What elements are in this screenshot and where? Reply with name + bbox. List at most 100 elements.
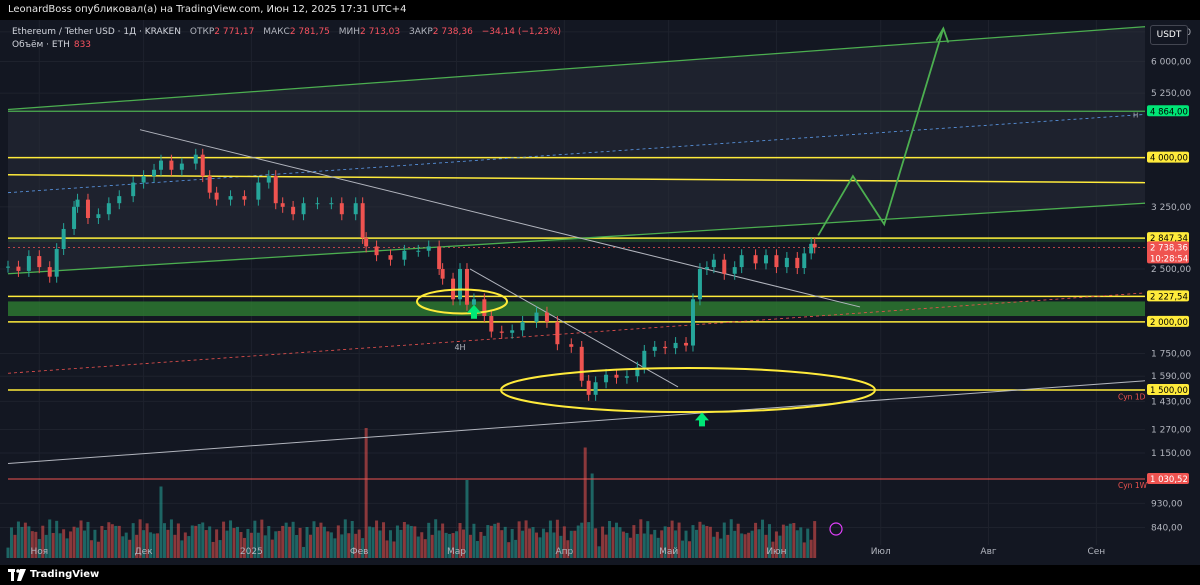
volume-bar [86, 521, 90, 558]
volume-bar [521, 530, 525, 558]
volume-bar [458, 523, 462, 558]
candle-body [544, 312, 549, 322]
candle-body [47, 267, 52, 277]
volume-bar [451, 533, 455, 558]
x-tick-label: Июл [871, 547, 891, 557]
volume-bar [601, 526, 605, 558]
volume-bar [774, 531, 778, 558]
dashed-support-line [7, 292, 1146, 374]
legend-volume-row: Объём · ETH 833 [12, 39, 561, 52]
footer-brand: TradingView [30, 569, 100, 580]
price-label-box [1147, 105, 1189, 117]
volume-bar [114, 525, 118, 558]
volume-bar [72, 526, 76, 558]
volume-bar [726, 534, 730, 558]
chart-frame[interactable]: 6 800,006 000,005 250,003 250,002 500,00… [0, 20, 1200, 565]
volume-bar [406, 524, 410, 558]
volume-bar [635, 533, 639, 558]
up-arrow-icon [467, 304, 481, 319]
volume-bar [444, 532, 448, 558]
candle-body [388, 255, 393, 260]
volume-bar [51, 532, 55, 558]
volume-bar [562, 526, 566, 558]
price-label-box [1147, 472, 1189, 484]
volume-bar [149, 532, 153, 558]
candle-body [242, 196, 247, 200]
currency-button[interactable]: USDT [1150, 25, 1188, 45]
legend-volume-value: 833 [73, 40, 92, 50]
volume-bar [62, 529, 66, 558]
y-tick-label: 930,00 [1151, 499, 1183, 509]
volume-bar [608, 520, 612, 558]
volume-bar [20, 526, 24, 558]
volume-bar [552, 532, 556, 558]
volume-bar [79, 520, 83, 558]
volume-bar [743, 534, 747, 558]
volume-bar [493, 523, 497, 558]
candle-body [499, 331, 504, 333]
volume-bar [30, 531, 34, 558]
candle-body [141, 176, 146, 183]
volume-bar [364, 428, 368, 558]
volume-bar [187, 536, 191, 558]
candle-body [301, 203, 306, 215]
candle-body [315, 203, 320, 205]
volume-bar [357, 529, 361, 558]
volume-bar [197, 524, 201, 558]
volume-bar [329, 532, 333, 558]
volume-bar [740, 533, 744, 558]
volume-bar [260, 519, 264, 558]
volume-bar [229, 520, 233, 558]
descending-trendline [139, 129, 861, 308]
price-chart[interactable]: 6 800,006 000,005 250,003 250,002 500,00… [0, 20, 1200, 565]
volume-bar [761, 519, 765, 558]
volume-bar [767, 524, 771, 558]
volume-bar [535, 532, 539, 558]
volume-bar [541, 528, 545, 558]
volume-bar [41, 525, 45, 558]
legend-high-label: МАКС [263, 27, 290, 37]
candle-body [106, 203, 111, 215]
volume-bar [378, 530, 382, 558]
candle-body [652, 346, 657, 351]
volume-bar [670, 520, 674, 558]
volume-bar [395, 525, 399, 558]
volume-bar [208, 526, 212, 558]
volume-bar [646, 521, 650, 558]
candle-body [75, 199, 80, 207]
candle-body [642, 350, 647, 368]
volume-bar [524, 520, 528, 558]
candle-body [256, 182, 261, 200]
volume-bar [305, 526, 309, 558]
x-tick-label: Мар [447, 547, 466, 557]
candle-body [273, 176, 278, 204]
volume-bar [284, 522, 288, 558]
volume-bar [82, 530, 86, 558]
volume-bar [423, 539, 427, 558]
legend-ohlc-row: Ethereum / Tether USD · 1Д · KRAKEN ОТКР… [12, 26, 561, 39]
volume-bar [312, 521, 316, 558]
volume-bar [628, 537, 632, 558]
volume-bar [455, 531, 459, 558]
volume-bar [757, 529, 761, 558]
candle-body [784, 257, 789, 268]
volume-bar [288, 526, 292, 558]
legend-open-value: 2 771,17 [214, 27, 255, 37]
volume-bar [472, 523, 476, 558]
volume-bar [100, 525, 104, 558]
candle-body [663, 346, 668, 349]
volume-bar [183, 532, 187, 558]
volume-bar [642, 533, 646, 558]
volume-bar [121, 536, 125, 558]
volume-bar [448, 533, 452, 558]
lightning-badge-icon [829, 522, 843, 536]
candle-body [54, 249, 59, 277]
volume-bar [169, 519, 173, 558]
x-tick-label: Фев [350, 547, 369, 557]
volume-bar [486, 525, 490, 558]
volume-bar [475, 541, 479, 558]
volume-bar [430, 534, 434, 558]
highlight-ellipse-small [416, 288, 508, 315]
legend-close-value: 2 738,36 [432, 27, 473, 37]
volume-bar [194, 525, 198, 558]
